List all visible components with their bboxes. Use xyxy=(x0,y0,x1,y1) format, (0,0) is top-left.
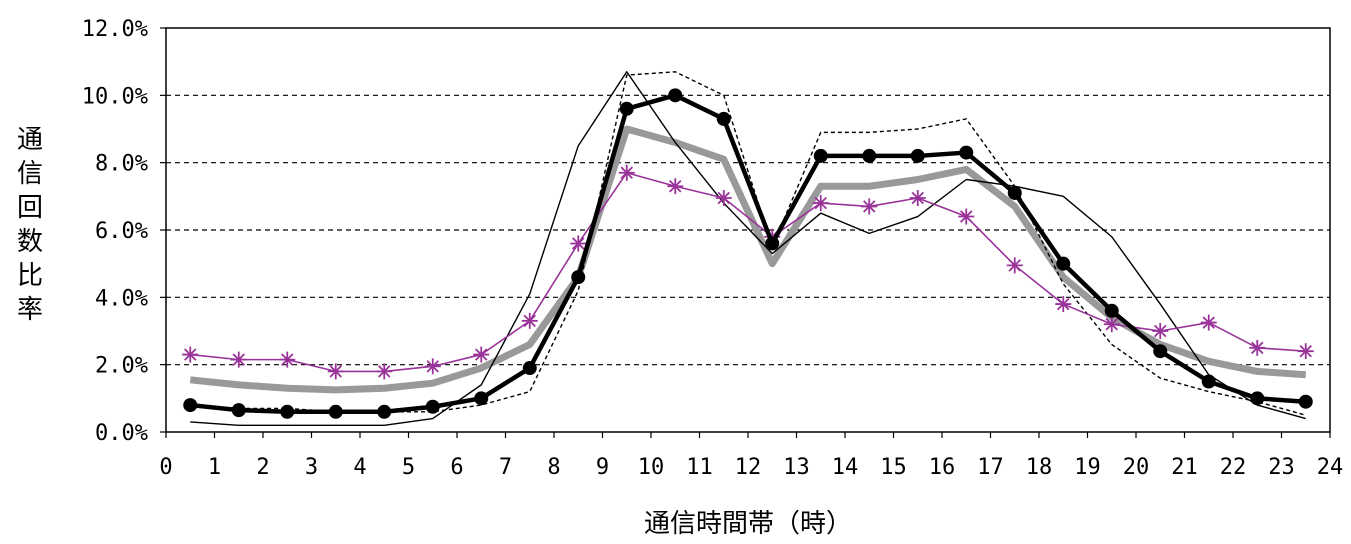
x-tick-label: 17 xyxy=(977,455,1004,480)
y-tick-label: 6.0% xyxy=(95,219,148,244)
data-point-circle xyxy=(377,404,392,419)
series-purple-line xyxy=(190,171,1306,373)
data-point-asterisk xyxy=(570,235,587,252)
data-point-circle xyxy=(1201,374,1216,389)
y-axis-label-char: 信 xyxy=(17,159,43,189)
x-tick-label: 19 xyxy=(1074,455,1101,480)
data-point-asterisk xyxy=(861,198,878,215)
data-point-asterisk xyxy=(1006,257,1023,274)
data-point-circle xyxy=(1056,256,1071,271)
data-point-asterisk xyxy=(327,363,344,380)
data-point-asterisk xyxy=(1055,296,1072,313)
x-tick-label: 2 xyxy=(256,455,269,480)
data-point-circle xyxy=(280,404,295,419)
data-point-asterisk xyxy=(1297,343,1314,360)
data-point-circle xyxy=(425,399,440,414)
data-point-circle xyxy=(668,88,683,103)
y-axis-label-char: 回 xyxy=(17,193,43,223)
x-tick-label: 6 xyxy=(450,455,463,480)
y-tick-label: 8.0% xyxy=(95,152,148,177)
data-point-asterisk xyxy=(909,190,926,207)
data-point-circle xyxy=(619,101,634,116)
data-point-circle xyxy=(231,403,246,418)
x-tick-label: 15 xyxy=(880,455,907,480)
x-tick-label: 20 xyxy=(1123,455,1150,480)
data-point-asterisk xyxy=(1249,339,1266,356)
y-tick-label: 4.0% xyxy=(95,286,148,311)
data-point-circle xyxy=(1007,185,1022,200)
y-axis-label-char: 率 xyxy=(17,295,43,325)
x-tick-label: 23 xyxy=(1268,455,1295,480)
data-point-circle xyxy=(716,111,731,126)
data-point-circle xyxy=(765,236,780,251)
data-point-asterisk xyxy=(473,346,490,363)
x-tick-label: 21 xyxy=(1171,455,1198,480)
y-tick-label: 2.0% xyxy=(95,354,148,379)
x-tick-label: 5 xyxy=(402,455,415,480)
data-point-asterisk xyxy=(812,195,829,212)
x-tick-label: 7 xyxy=(499,455,512,480)
data-point-asterisk xyxy=(1152,323,1169,339)
y-axis-ticks: 0.0% 2.0% 4.0% 6.0% 8.0% 10.0% 12.0% xyxy=(82,17,166,446)
x-tick-label: 12 xyxy=(735,455,762,480)
x-tick-label: 16 xyxy=(929,455,956,480)
data-point-circle xyxy=(1250,391,1265,406)
x-tick-label: 18 xyxy=(1026,455,1053,480)
data-point-circle xyxy=(474,391,489,406)
data-point-asterisk xyxy=(376,363,393,380)
data-point-circle xyxy=(1298,394,1313,409)
data-point-asterisk xyxy=(958,208,975,225)
data-point-circle xyxy=(813,148,828,163)
data-point-asterisk xyxy=(279,351,296,368)
x-tick-label: 9 xyxy=(596,455,609,480)
x-tick-label: 3 xyxy=(305,455,318,480)
data-point-asterisk xyxy=(1200,314,1217,331)
data-point-asterisk xyxy=(521,312,538,329)
y-axis-label-char: 通 xyxy=(17,125,43,155)
y-tick-label: 12.0% xyxy=(82,17,148,42)
x-tick-label: 4 xyxy=(353,455,366,480)
y-axis-label-char: 比 xyxy=(17,261,43,291)
y-axis-label-char: 数 xyxy=(17,227,43,257)
x-axis-label: 通信時間帯（時） xyxy=(644,509,852,539)
data-point-asterisk xyxy=(424,358,441,375)
x-tick-label: 1 xyxy=(208,455,221,480)
grid-lines xyxy=(166,94,1330,366)
data-point-asterisk xyxy=(667,178,684,195)
data-point-circle xyxy=(522,361,537,376)
data-point-circle xyxy=(571,270,586,285)
data-point-asterisk xyxy=(715,190,732,207)
data-point-asterisk xyxy=(1103,316,1120,333)
data-point-circle xyxy=(328,404,343,419)
x-tick-label: 24 xyxy=(1317,455,1344,480)
data-point-circle xyxy=(862,148,877,163)
data-point-circle xyxy=(910,148,925,163)
series-thin-black-line xyxy=(190,71,1306,426)
series-dashed-line xyxy=(190,71,1306,416)
y-tick-label: 0.0% xyxy=(95,421,148,446)
x-tick-label: 10 xyxy=(638,455,665,480)
x-tick-label: 13 xyxy=(783,455,810,480)
data-point-asterisk xyxy=(230,351,247,368)
x-tick-label: 14 xyxy=(832,455,859,480)
x-tick-label: 11 xyxy=(686,455,713,480)
x-tick-label: 0 xyxy=(159,455,172,480)
data-point-asterisk xyxy=(618,164,635,181)
x-axis-ticks: 0 1 2 3 4 5 6 7 8 9 10 11 12 13 14 15 16 17 18 19 20 21 22 23 24 xyxy=(159,432,1343,480)
data-point-circle xyxy=(183,398,198,413)
data-point-circle xyxy=(1153,344,1168,359)
series-group xyxy=(182,71,1314,426)
x-tick-label: 8 xyxy=(547,455,560,480)
data-point-asterisk xyxy=(182,346,199,363)
data-point-circle xyxy=(1104,303,1119,318)
x-tick-label: 22 xyxy=(1220,455,1247,480)
data-point-circle xyxy=(959,145,974,160)
series-thick-black-line xyxy=(190,93,1306,415)
series-grey-line xyxy=(189,125,1306,394)
y-tick-label: 10.0% xyxy=(82,84,148,109)
